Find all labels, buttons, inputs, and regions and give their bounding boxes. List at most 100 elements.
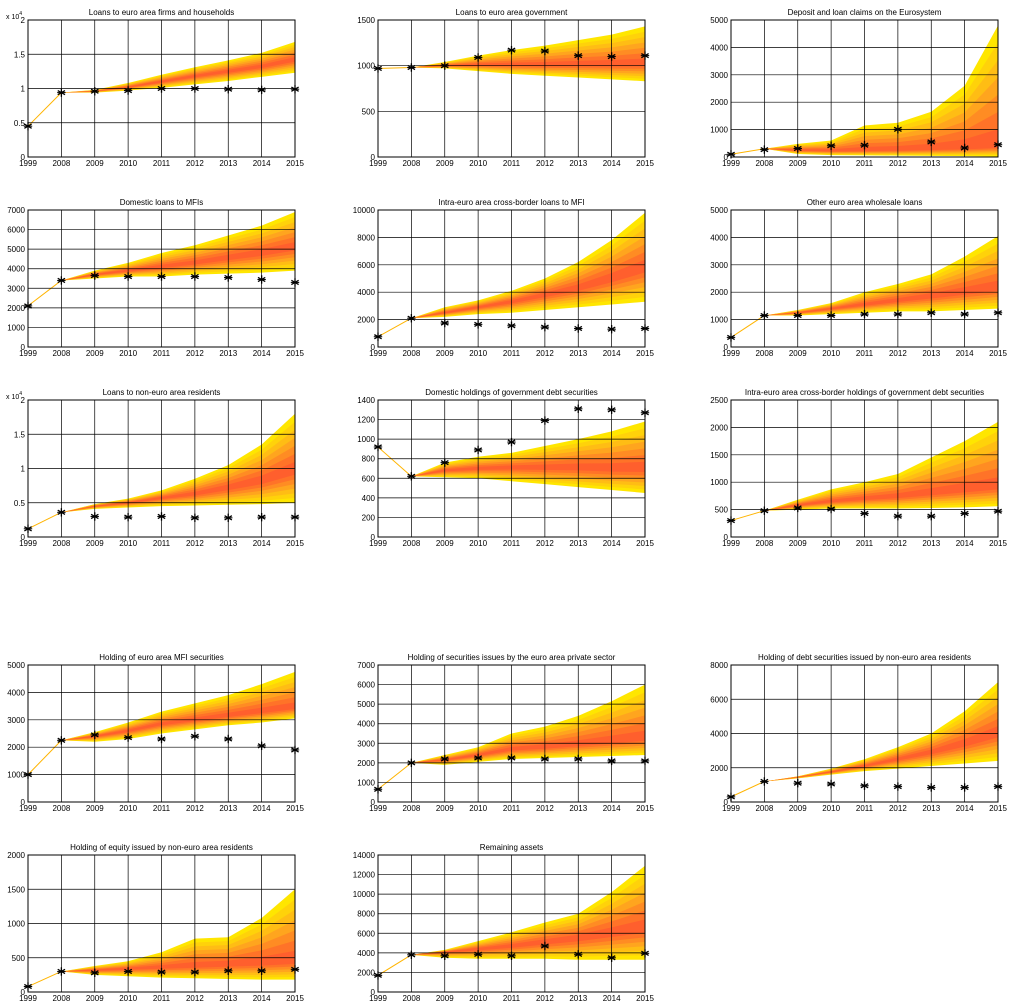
data-point-marker xyxy=(893,782,903,791)
x-tick-label: 2008 xyxy=(52,994,70,1003)
data-point-marker xyxy=(574,51,583,60)
y-tick-label: 500 xyxy=(362,107,376,116)
data-point-marker xyxy=(507,321,516,330)
x-tick-label: 2012 xyxy=(889,159,907,168)
y-tick-label: 6000 xyxy=(357,261,375,270)
x-tick-label: 2014 xyxy=(603,994,621,1003)
x-tick-label: 2010 xyxy=(469,349,487,358)
forecast-band xyxy=(411,730,645,763)
y-tick-label: 0 xyxy=(371,798,376,807)
plot-frame xyxy=(377,399,646,538)
x-tick-label: 2012 xyxy=(186,804,204,813)
y-tick-label: 4000 xyxy=(710,233,728,242)
y-tick-label: 2000 xyxy=(357,759,375,768)
x-tick-label: 2015 xyxy=(286,804,304,813)
data-point-marker xyxy=(793,778,802,788)
y-tick-label: 4000 xyxy=(7,688,25,697)
data-point-marker xyxy=(607,324,616,334)
data-point-marker xyxy=(793,311,802,320)
chart-panel: Remaining assets 0 2000 4000 6000 8000 10000 12… xyxy=(353,843,655,1003)
x-tick-label: 2011 xyxy=(153,994,171,1003)
chart-title: Holding of securities issues by the euro… xyxy=(408,653,616,662)
chart-panel: Holding of equity issued by non-euro are… xyxy=(7,843,304,1003)
y-tick-label: 7000 xyxy=(357,661,375,670)
data-point-marker xyxy=(473,950,483,959)
y-tick-label: 0 xyxy=(21,533,26,542)
x-tick-label: 2012 xyxy=(889,349,907,358)
plot-frame xyxy=(377,19,646,158)
y-tick-label: 500 xyxy=(715,506,729,515)
data-point-marker xyxy=(960,143,969,153)
history-line xyxy=(27,92,62,127)
chart-title: Holding of euro area MFI securities xyxy=(99,653,224,662)
data-point-marker xyxy=(373,442,383,452)
y-tick-label: 800 xyxy=(362,455,376,464)
chart-panel: Holding of securities issues by the euro… xyxy=(357,653,654,813)
data-point-marker xyxy=(290,278,300,287)
forecast-band xyxy=(764,477,998,511)
forecast-band xyxy=(61,671,295,742)
x-tick-label: 2011 xyxy=(153,349,171,358)
data-point-marker xyxy=(826,504,836,514)
data-point-marker xyxy=(123,733,133,742)
plot-frame xyxy=(27,399,296,538)
data-point-marker xyxy=(726,516,736,525)
plot-frame xyxy=(730,209,999,348)
x-tick-label: 2013 xyxy=(219,804,237,813)
x-tick-label: 1999 xyxy=(722,349,740,358)
x-tick-label: 2010 xyxy=(119,804,137,813)
x-tick-label: 1999 xyxy=(19,994,37,1003)
x-tick-label: 2012 xyxy=(536,159,554,168)
y-tick-label: 1000 xyxy=(7,771,25,780)
data-point-marker xyxy=(57,736,66,745)
data-point-marker xyxy=(157,734,166,744)
data-point-marker xyxy=(993,140,1003,149)
x-tick-label: 2009 xyxy=(436,804,454,813)
x-tick-label: 1999 xyxy=(722,804,740,813)
chart-title: Intra-euro area cross-border loans to MF… xyxy=(438,198,584,207)
x-tick-label: 2009 xyxy=(86,804,104,813)
x-tick-label: 2014 xyxy=(956,804,974,813)
data-point-marker xyxy=(640,408,650,417)
data-point-marker xyxy=(407,63,416,72)
x-tick-label: 2012 xyxy=(186,159,204,168)
y-tick-label: 8000 xyxy=(710,661,728,670)
data-point-marker xyxy=(90,271,99,280)
x-tick-label: 2010 xyxy=(119,159,137,168)
x-tick-label: 2009 xyxy=(789,804,807,813)
y-tick-label: 0 xyxy=(21,988,26,997)
y-tick-label: 6000 xyxy=(357,929,375,938)
x-tick-label: 2011 xyxy=(503,804,521,813)
plot-frame xyxy=(377,854,646,993)
chart-title: Deposit and loan claims on the Eurosyste… xyxy=(788,8,942,17)
chart-title: Loans to non-euro area residents xyxy=(103,388,221,397)
chart-title: Holding of equity issued by non-euro are… xyxy=(70,843,253,852)
chart-panel: Domestic holdings of government debt sec… xyxy=(357,388,654,548)
x-tick-label: 2015 xyxy=(286,159,304,168)
forecast-band xyxy=(61,697,295,741)
y-tick-label: 0 xyxy=(371,153,376,162)
y-tick-label: 1500 xyxy=(7,885,25,894)
forecast-band xyxy=(411,919,645,955)
x-tick-label: 1999 xyxy=(369,804,387,813)
x-tick-label: 2013 xyxy=(219,159,237,168)
x-tick-label: 2008 xyxy=(402,159,420,168)
data-point-marker xyxy=(826,779,836,789)
x-tick-label: 2014 xyxy=(253,349,271,358)
x-tick-label: 2009 xyxy=(436,539,454,548)
data-point-marker xyxy=(157,512,166,521)
data-point-marker xyxy=(57,967,66,976)
y-multiplier: x 104 xyxy=(6,391,22,401)
x-tick-label: 2011 xyxy=(153,539,171,548)
x-tick-label: 2014 xyxy=(253,804,271,813)
data-point-marker xyxy=(90,512,99,521)
x-tick-label: 1999 xyxy=(722,159,740,168)
data-point-marker xyxy=(157,272,166,281)
data-point-marker xyxy=(540,46,550,56)
x-tick-label: 2008 xyxy=(755,539,773,548)
y-tick-label: 1000 xyxy=(7,920,25,929)
data-point-marker xyxy=(57,276,66,285)
chart-title: Loans to euro area firms and households xyxy=(89,8,234,17)
x-tick-label: 2008 xyxy=(402,994,420,1003)
y-tick-label: 500 xyxy=(12,954,26,963)
